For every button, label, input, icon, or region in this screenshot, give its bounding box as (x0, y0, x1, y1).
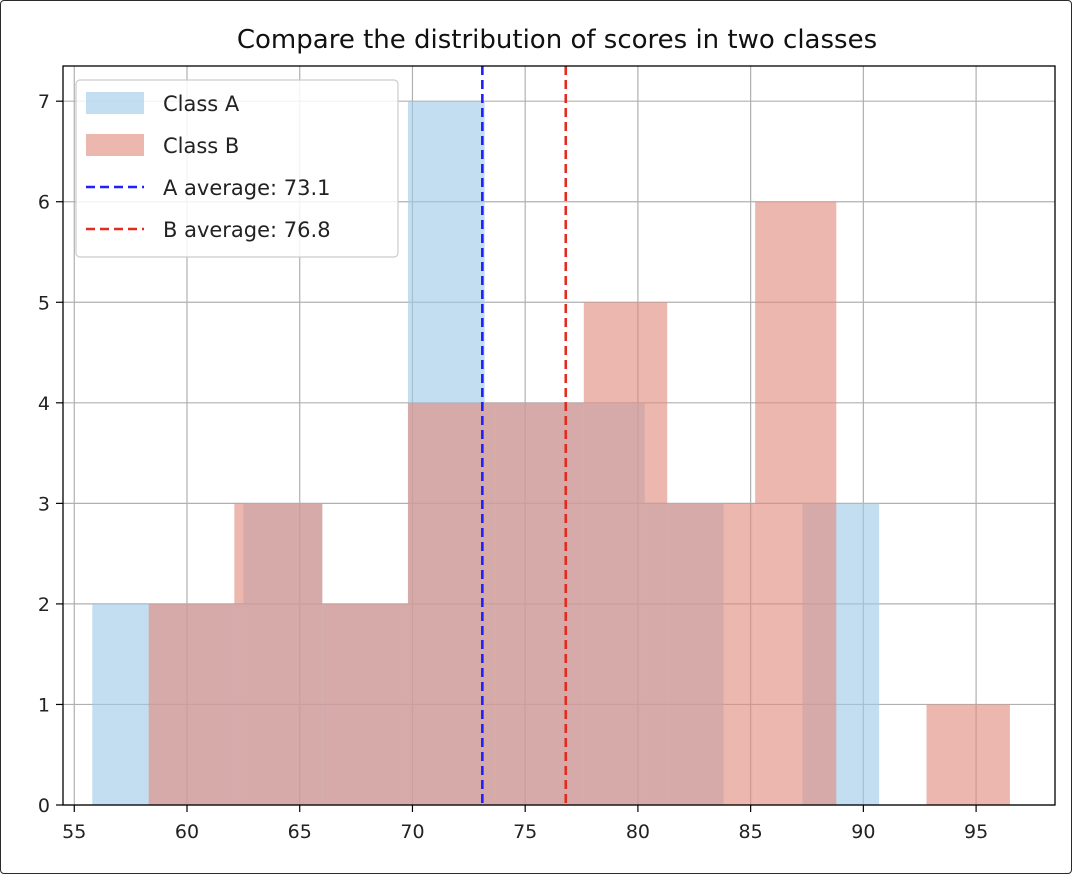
y-tick-label: 1 (38, 694, 50, 716)
x-tick-label: 55 (62, 821, 86, 843)
y-tick-label: 7 (38, 91, 50, 113)
legend-swatch-class-b (86, 134, 144, 156)
mean-lines (481, 66, 568, 805)
class-b-bar (234, 503, 323, 805)
legend-label-a-average: A average: 73.1 (163, 176, 331, 200)
legend: Class A Class B A average: 73.1 B averag… (75, 79, 399, 258)
y-tick-label: 6 (38, 192, 50, 214)
y-tick-label: 3 (38, 493, 50, 515)
x-tick-label: 65 (288, 821, 312, 843)
chart-title: Compare the distribution of scores in tw… (237, 25, 877, 55)
plot-area-border (62, 65, 1056, 806)
class-b-bars (148, 201, 1010, 806)
legend-label-b-average: B average: 76.8 (163, 218, 331, 242)
y-tick-label: 2 (38, 594, 50, 616)
x-tick-label: 80 (626, 821, 650, 843)
x-tick-label: 70 (400, 821, 424, 843)
class-b-bar (148, 603, 235, 805)
class-b-bar (322, 603, 408, 805)
legend-swatch-class-a (86, 92, 144, 114)
class-b-bar (583, 302, 668, 805)
y-tick-label: 5 (38, 292, 50, 314)
class-a-bar (92, 603, 149, 805)
legend-label-class-a: Class A (163, 92, 240, 116)
class-b-bar (926, 704, 1010, 805)
class-b-bar (495, 402, 584, 805)
x-tick-label: 95 (964, 821, 988, 843)
y-tick-label: 0 (38, 795, 50, 817)
x-tick-label: 85 (739, 821, 763, 843)
x-tick-label: 75 (513, 821, 537, 843)
x-axis-ticks: 55 60 65 70 75 80 85 90 95 (62, 805, 988, 843)
legend-label-class-b: Class B (163, 134, 239, 158)
y-axis-ticks: 0 1 2 3 4 5 6 7 (38, 91, 63, 817)
class-b-bar (667, 503, 756, 805)
y-tick-label: 4 (38, 393, 50, 415)
legend-box (75, 79, 399, 258)
x-tick-label: 90 (851, 821, 875, 843)
x-tick-label: 60 (175, 821, 199, 843)
class-b-bar (755, 201, 837, 806)
